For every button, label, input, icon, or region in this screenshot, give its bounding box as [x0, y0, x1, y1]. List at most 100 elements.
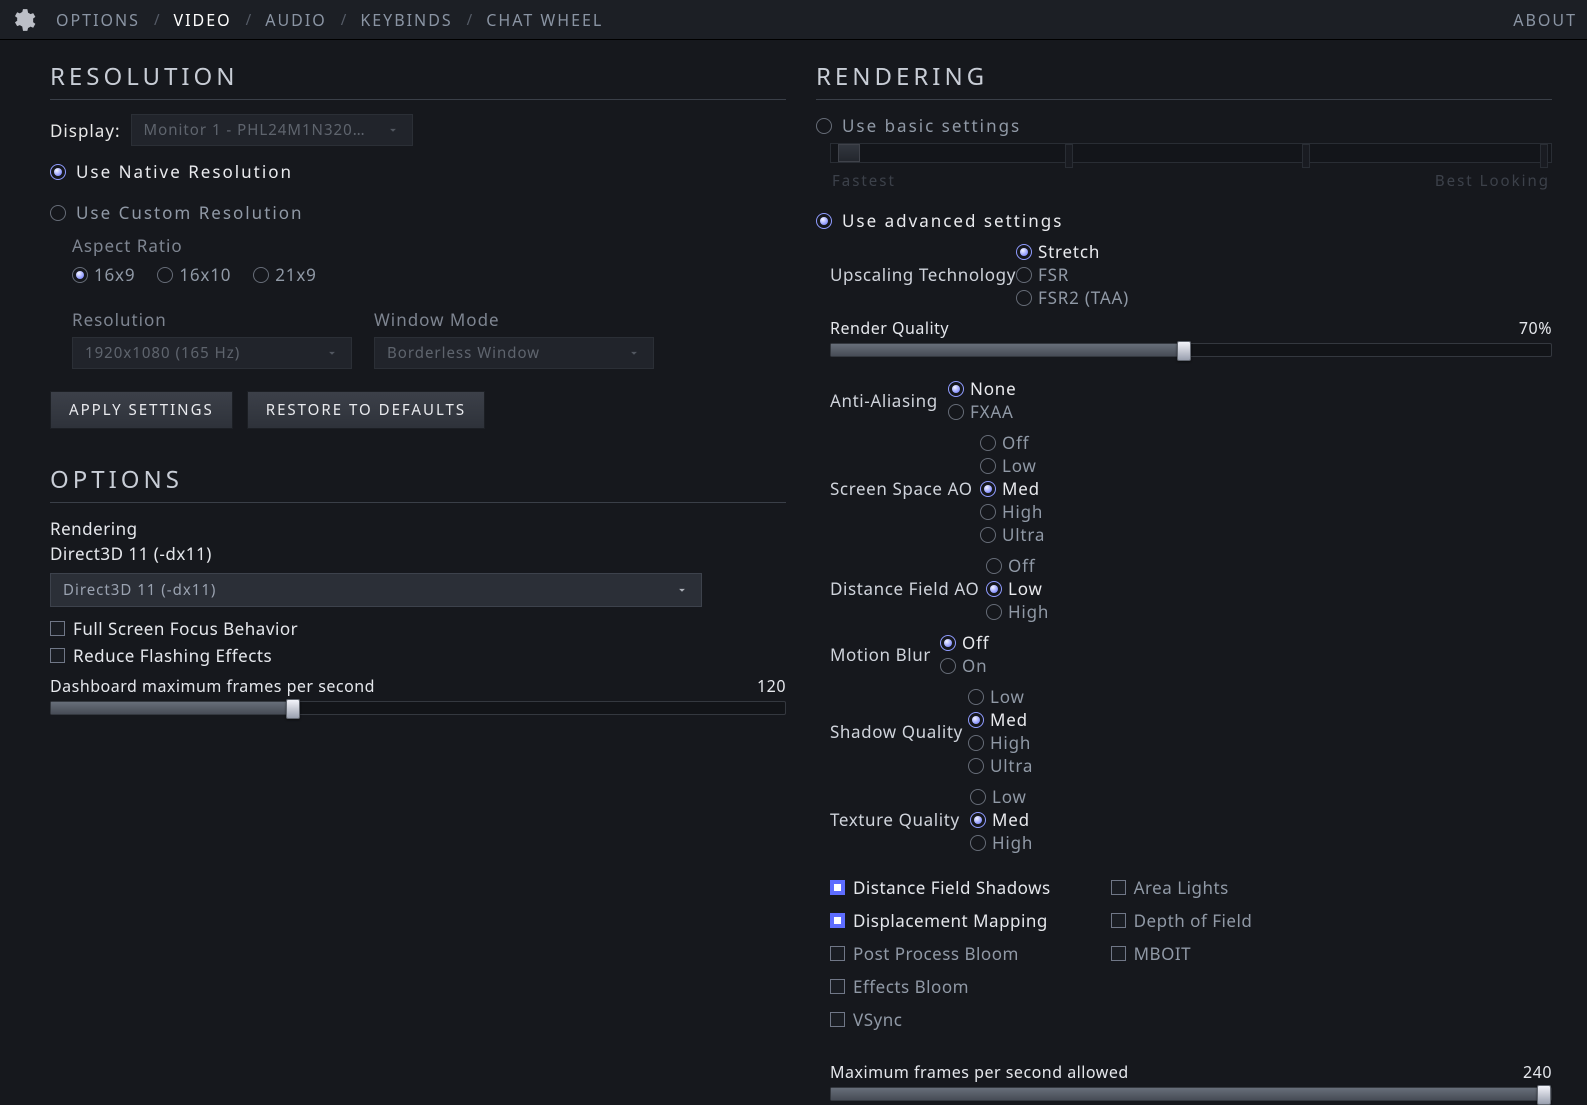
- radio-label: Med: [1002, 477, 1040, 500]
- radio-label: FSR: [1038, 263, 1069, 286]
- native-resolution-label: Use Native Resolution: [76, 160, 293, 183]
- radio-dot: [1016, 244, 1032, 260]
- render-quality-label: Render Quality: [830, 317, 949, 339]
- option-low[interactable]: Low: [968, 685, 1033, 708]
- check-displacement-mapping[interactable]: Displacement Mapping: [830, 909, 1051, 932]
- radio-label: None: [970, 377, 1017, 400]
- option-low[interactable]: Low: [986, 577, 1049, 600]
- radio-dot: [986, 604, 1002, 620]
- about-link[interactable]: ABOUT: [1513, 9, 1577, 31]
- checkbox-label: Depth of Field: [1134, 909, 1253, 932]
- apply-settings-button[interactable]: APPLY SETTINGS: [50, 391, 233, 429]
- radio-label: Off: [1002, 431, 1029, 454]
- aspect-21x9[interactable]: 21x9: [253, 263, 316, 286]
- basic-settings-label: Use basic settings: [842, 114, 1021, 137]
- radio-basic-settings[interactable]: [816, 118, 832, 134]
- option-stretch[interactable]: Stretch: [1016, 240, 1129, 263]
- gear-icon[interactable]: [10, 7, 36, 33]
- ssao-group: OffLowMedHighUltra: [980, 431, 1059, 546]
- check-distance-field-shadows[interactable]: Distance Field Shadows: [830, 876, 1051, 899]
- option-fsr[interactable]: FSR: [1016, 263, 1129, 286]
- tab-options[interactable]: OPTIONS: [56, 9, 140, 31]
- max-fps-slider[interactable]: [830, 1087, 1552, 1101]
- fullscreen-focus-checkbox[interactable]: Full Screen Focus Behavior: [50, 617, 786, 640]
- dashboard-fps-slider[interactable]: [50, 701, 786, 715]
- option-fxaa[interactable]: FXAA: [948, 400, 1017, 423]
- tab-chat-wheel[interactable]: CHAT WHEEL: [486, 9, 603, 31]
- right-column: RENDERING Use basic settings Fastest Bes…: [816, 60, 1552, 1101]
- tab-separator: /: [341, 10, 347, 30]
- radio-label: Low: [992, 785, 1027, 808]
- mblur-group: OffOn: [940, 631, 1003, 677]
- dashboard-fps-label: Dashboard maximum frames per second: [50, 675, 375, 697]
- resolution-select[interactable]: 1920x1080 (165 Hz): [72, 337, 352, 369]
- option-low[interactable]: Low: [970, 785, 1033, 808]
- radio-advanced-settings[interactable]: [816, 213, 832, 229]
- checkbox-label: VSync: [853, 1008, 902, 1031]
- option-high[interactable]: High: [986, 600, 1049, 623]
- radio-label: Med: [992, 808, 1030, 831]
- check-depth-of-field[interactable]: Depth of Field: [1111, 909, 1253, 932]
- option-fsr2-taa-[interactable]: FSR2 (TAA): [1016, 286, 1129, 309]
- checkbox-box: [50, 648, 65, 663]
- basic-quality-slider[interactable]: [830, 143, 1552, 163]
- chevron-down-icon: [325, 346, 339, 360]
- check-effects-bloom[interactable]: Effects Bloom: [830, 975, 1051, 998]
- option-off[interactable]: Off: [980, 431, 1045, 454]
- check-vsync[interactable]: VSync: [830, 1008, 1051, 1031]
- restore-defaults-button[interactable]: RESTORE TO DEFAULTS: [247, 391, 485, 429]
- render-checks-left: Distance Field Shadows Displacement Mappi…: [830, 872, 1051, 1035]
- radio-dot: [986, 581, 1002, 597]
- shadow-label: Shadow Quality: [830, 720, 968, 743]
- option-off[interactable]: Off: [940, 631, 989, 654]
- radio-dot: [970, 789, 986, 805]
- display-select[interactable]: Monitor 1 - PHL24M1N320…: [131, 114, 413, 146]
- checkbox-box: [830, 1012, 845, 1027]
- option-high[interactable]: High: [980, 500, 1045, 523]
- check-post-process-bloom[interactable]: Post Process Bloom: [830, 942, 1051, 965]
- display-value: Monitor 1 - PHL24M1N320…: [144, 120, 366, 140]
- radio-dot: [940, 658, 956, 674]
- ssao-label: Screen Space AO: [830, 477, 980, 500]
- slider-notch: [1065, 144, 1073, 168]
- window-mode-select[interactable]: Borderless Window: [374, 337, 654, 369]
- resolution-title: RESOLUTION: [50, 60, 786, 100]
- tab-video[interactable]: VIDEO: [174, 9, 232, 31]
- render-quality-slider[interactable]: [830, 343, 1552, 357]
- radio-label: 21x9: [275, 263, 316, 286]
- reduce-flash-checkbox[interactable]: Reduce Flashing Effects: [50, 644, 786, 667]
- rendering-api-select[interactable]: Direct3D 11 (-dx11): [50, 573, 702, 607]
- resolution-select-label: Resolution: [72, 308, 352, 331]
- radio-label: Off: [962, 631, 989, 654]
- tab-audio[interactable]: AUDIO: [265, 9, 327, 31]
- check-area-lights[interactable]: Area Lights: [1111, 876, 1253, 899]
- chevron-down-icon: [627, 346, 641, 360]
- aspect-ratio-group: 16x9 16x10 21x9: [72, 263, 786, 286]
- tab-keybinds[interactable]: KEYBINDS: [360, 9, 452, 31]
- upscaling-label: Upscaling Technology: [830, 263, 1016, 286]
- rendering-api-current: Direct3D 11 (-dx11): [50, 542, 786, 565]
- option-med[interactable]: Med: [970, 808, 1033, 831]
- checkbox-box: [50, 621, 65, 636]
- custom-resolution-label: Use Custom Resolution: [76, 201, 304, 224]
- checkbox-label: Effects Bloom: [853, 975, 969, 998]
- aspect-16x9[interactable]: 16x9: [72, 263, 135, 286]
- check-mboit[interactable]: MBOIT: [1111, 942, 1253, 965]
- option-low[interactable]: Low: [980, 454, 1045, 477]
- option-med[interactable]: Med: [968, 708, 1033, 731]
- option-ultra[interactable]: Ultra: [980, 523, 1045, 546]
- option-off[interactable]: Off: [986, 554, 1049, 577]
- texture-label: Texture Quality: [830, 808, 970, 831]
- option-high[interactable]: High: [968, 731, 1033, 754]
- aspect-16x10[interactable]: 16x10: [157, 263, 231, 286]
- option-med[interactable]: Med: [980, 477, 1045, 500]
- option-on[interactable]: On: [940, 654, 989, 677]
- radio-custom-resolution[interactable]: [50, 205, 66, 221]
- window-mode-label: Window Mode: [374, 308, 654, 331]
- radio-dot: [1016, 290, 1032, 306]
- option-none[interactable]: None: [948, 377, 1017, 400]
- radio-native-resolution[interactable]: [50, 164, 66, 180]
- option-high[interactable]: High: [970, 831, 1033, 854]
- checkbox-label: Displacement Mapping: [853, 909, 1048, 932]
- option-ultra[interactable]: Ultra: [968, 754, 1033, 777]
